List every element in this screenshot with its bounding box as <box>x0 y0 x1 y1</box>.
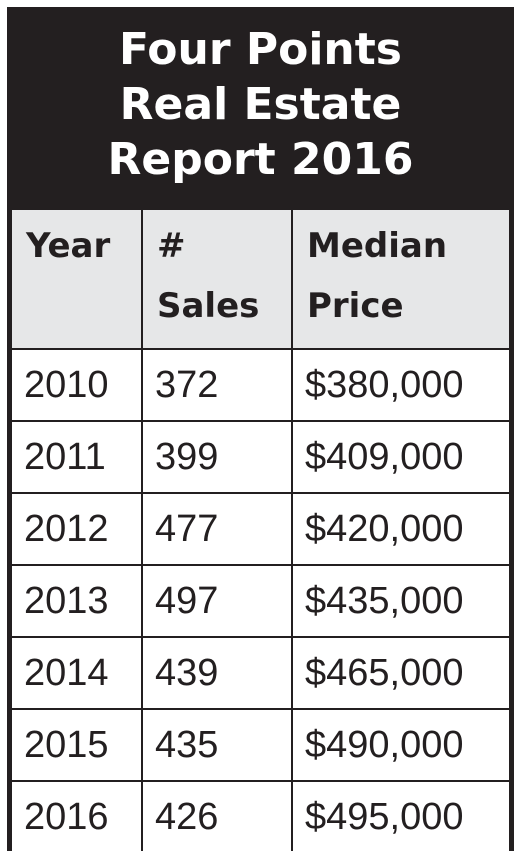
table-cell-year: 2013 <box>12 566 141 636</box>
header-sales-line-2: Sales <box>157 286 260 326</box>
table-cell-sales: 372 <box>143 350 291 420</box>
header-sales-line-1: # <box>157 226 186 266</box>
table-cell-year: 2012 <box>12 494 141 564</box>
table-cell-year: 2015 <box>12 710 141 780</box>
sales-table: Year # Sales Median Price 2010 372 $380,00… <box>12 210 509 852</box>
title-line-2: Real Estate <box>119 79 402 130</box>
table-cell-year: 2014 <box>12 638 141 708</box>
table-cell-price: $420,000 <box>293 494 509 564</box>
report-title: Four Points Real Estate Report 2016 <box>7 7 514 210</box>
title-line-3: Report 2016 <box>107 134 414 185</box>
table-cell-sales: 426 <box>143 782 291 852</box>
report-table-frame: Four Points Real Estate Report 2016 Year… <box>7 7 514 852</box>
table-cell-year: 2016 <box>12 782 141 852</box>
table-cell-price: $380,000 <box>293 350 509 420</box>
table-cell-price: $409,000 <box>293 422 509 492</box>
table-cell-price: $490,000 <box>293 710 509 780</box>
header-price-line-2: Price <box>307 286 404 326</box>
header-year-label: Year <box>26 226 111 266</box>
header-price: Median Price <box>293 210 509 348</box>
header-price-line-1: Median <box>307 226 448 266</box>
header-sales: # Sales <box>143 210 291 348</box>
title-line-1: Four Points <box>119 24 402 75</box>
table-cell-sales: 399 <box>143 422 291 492</box>
table-cell-year: 2011 <box>12 422 141 492</box>
table-cell-sales: 477 <box>143 494 291 564</box>
table-cell-price: $495,000 <box>293 782 509 852</box>
table-cell-sales: 497 <box>143 566 291 636</box>
table-cell-price: $435,000 <box>293 566 509 636</box>
table-cell-sales: 435 <box>143 710 291 780</box>
table-cell-year: 2010 <box>12 350 141 420</box>
table-cell-price: $465,000 <box>293 638 509 708</box>
table-cell-sales: 439 <box>143 638 291 708</box>
header-year: Year <box>12 210 141 348</box>
